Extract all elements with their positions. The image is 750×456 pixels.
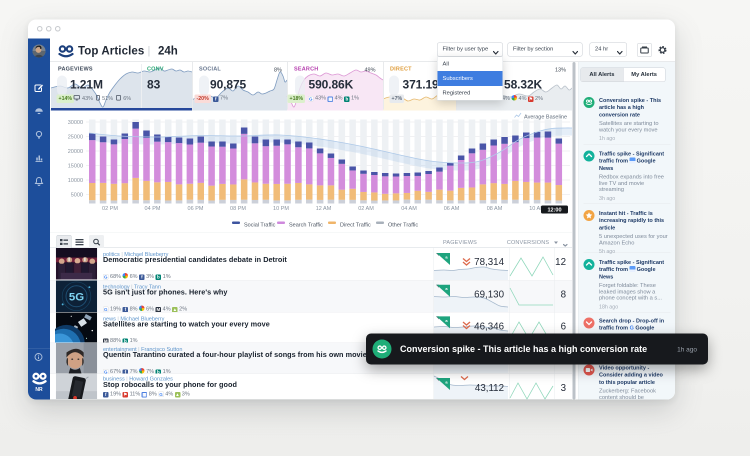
svg-text:a: a <box>445 380 448 385</box>
svg-text:Search Traffic: Search Traffic <box>289 223 323 229</box>
svg-text:06 PM: 06 PM <box>188 206 204 212</box>
svg-text:04 PM: 04 PM <box>145 206 161 212</box>
svg-text:15000: 15000 <box>68 164 83 170</box>
svg-text:30000: 30000 <box>68 120 83 126</box>
svg-text:a: a <box>445 318 448 323</box>
svg-text:12 AM: 12 AM <box>316 206 332 212</box>
svg-text:08 PM: 08 PM <box>230 206 246 212</box>
svg-text:Average Baseline: Average Baseline <box>524 115 567 121</box>
svg-text:a: a <box>445 255 448 260</box>
svg-text:a: a <box>445 286 448 291</box>
svg-text:Social Traffic: Social Traffic <box>244 223 276 229</box>
svg-text:Other Traffic: Other Traffic <box>388 223 418 229</box>
svg-text:10000: 10000 <box>68 178 83 184</box>
svg-text:20000: 20000 <box>68 149 83 155</box>
svg-text:5G: 5G <box>69 292 84 304</box>
svg-text:10 PM: 10 PM <box>273 206 289 212</box>
svg-text:02 PM: 02 PM <box>102 206 118 212</box>
svg-text:Direct Traffic: Direct Traffic <box>340 223 371 229</box>
svg-text:08 AM: 08 AM <box>487 206 503 212</box>
svg-text:12:00: 12:00 <box>547 208 561 214</box>
svg-text:25000: 25000 <box>68 135 83 141</box>
svg-text:02 AM: 02 AM <box>358 206 374 212</box>
svg-text:10 AM: 10 AM <box>529 206 545 212</box>
svg-text:06 AM: 06 AM <box>444 206 460 212</box>
svg-text:5000: 5000 <box>71 193 83 199</box>
svg-text:04 AM: 04 AM <box>401 206 417 212</box>
